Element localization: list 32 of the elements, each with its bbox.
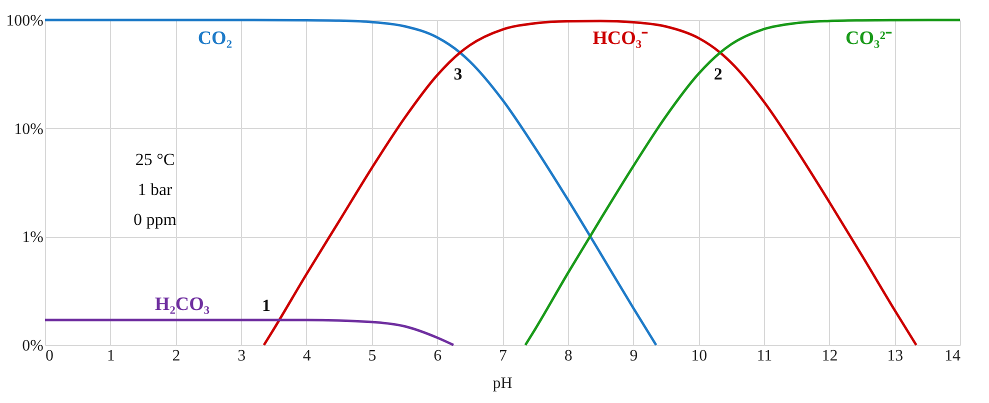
line-series (44, 318, 455, 346)
x-tick-label: 6 (434, 348, 442, 364)
series-label: H₂CO₃ (154, 294, 210, 315)
annotation: 2 (714, 64, 722, 84)
annotation: 0 ppm (134, 210, 176, 229)
annotation: 1 (262, 296, 271, 316)
x-tick-label: 10 (691, 348, 708, 364)
x-tick-label: 14 (944, 348, 960, 364)
x-tick-label: 12 (822, 348, 838, 364)
annotation: 3 (454, 64, 462, 84)
series-label: CO₂ (198, 28, 232, 50)
y-tick-label: 0% (22, 338, 44, 354)
x-tick-label: 5 (368, 348, 376, 364)
x-tick-label: 0 (46, 348, 54, 364)
series-label: CO₃²⁻ (846, 28, 892, 50)
series-label: HCO₃⁻ (592, 28, 649, 50)
x-axis-title: pH (492, 375, 513, 392)
x-tick-label: 8 (564, 348, 572, 364)
x-tick-label: 2 (172, 348, 180, 364)
y-tick-label: 1% (22, 229, 44, 246)
x-tick-label: 4 (302, 348, 311, 364)
annotation: 25 °C (135, 150, 175, 169)
y-tick-label: 100% (6, 12, 44, 30)
line-series (262, 20, 918, 346)
x-tick-label: 11 (756, 348, 772, 364)
x-tick-label: 9 (630, 348, 638, 364)
x-tick-label: 1 (106, 348, 115, 364)
y-tick-label: 10% (14, 120, 44, 138)
annotation: 1 bar (138, 180, 173, 199)
x-tick-label: 7 (499, 348, 507, 364)
x-tick-label: 13 (887, 348, 904, 364)
x-tick-label: 3 (238, 348, 246, 364)
